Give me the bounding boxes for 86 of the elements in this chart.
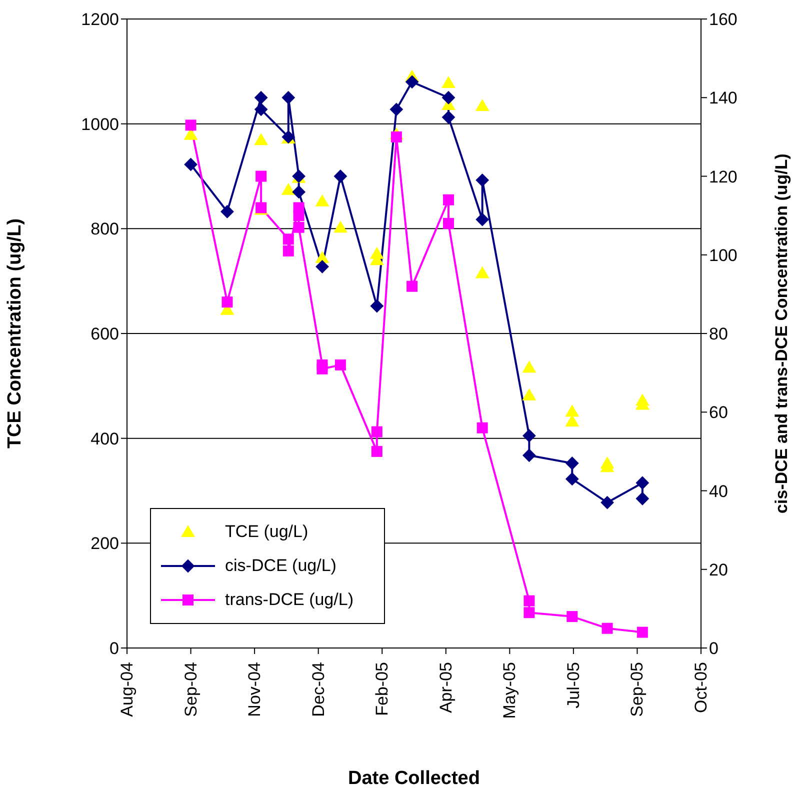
- point: [475, 266, 490, 278]
- point: [256, 170, 267, 182]
- point: [636, 626, 648, 638]
- point: [334, 359, 346, 370]
- point: [222, 296, 233, 308]
- point: [442, 218, 454, 229]
- y2-tick-label: 120: [709, 167, 738, 186]
- x-tick-label: Jul-05: [564, 662, 583, 708]
- point: [292, 185, 306, 198]
- y-axis-title: TCE Concentration (ug/L): [4, 218, 26, 449]
- point: [316, 260, 329, 274]
- point: [475, 99, 490, 112]
- point: [281, 182, 296, 195]
- point: [636, 476, 649, 490]
- y2-tick-label: 20: [709, 560, 728, 580]
- y2-tick-label: 60: [709, 403, 728, 422]
- point: [334, 170, 347, 183]
- y2-tick-label: 100: [709, 246, 738, 265]
- x-tick-label: Nov-04: [245, 662, 264, 717]
- y-tick-label: 600: [90, 324, 119, 344]
- point: [602, 622, 613, 634]
- point: [442, 91, 455, 104]
- y2-tick-label: 140: [709, 88, 738, 108]
- point: [522, 388, 536, 400]
- legend-label: trans-DCE (ug/L): [225, 590, 354, 610]
- point: [370, 299, 384, 312]
- x-tick-label: Dec-04: [308, 662, 328, 717]
- point: [476, 212, 489, 226]
- x-tick-label: Sep-04: [181, 662, 200, 717]
- point: [442, 110, 455, 124]
- point: [476, 174, 489, 187]
- y-tick-label: 0: [110, 639, 119, 658]
- point: [566, 456, 579, 470]
- y-tick-label: 1200: [81, 10, 119, 30]
- y-tick-label: 1000: [81, 114, 119, 134]
- point: [441, 76, 456, 88]
- point: [524, 607, 535, 618]
- point: [293, 210, 304, 222]
- point: [406, 280, 418, 292]
- point: [390, 131, 402, 142]
- point: [254, 102, 268, 116]
- point: [282, 234, 294, 245]
- point: [566, 472, 579, 486]
- x-tick-label: May-05: [500, 662, 520, 719]
- y-tick-label: 800: [90, 220, 119, 239]
- point: [315, 194, 330, 206]
- legend-label: TCE (ug/L): [225, 522, 308, 542]
- point: [293, 222, 304, 233]
- y2-axis-title: cis-DCE and trans-DCE Concentration (ug/L): [772, 154, 792, 514]
- x-tick-label: Aug-04: [118, 662, 136, 717]
- point: [522, 360, 536, 373]
- point: [390, 102, 403, 116]
- point: [371, 426, 382, 438]
- point: [254, 91, 268, 104]
- point: [316, 363, 328, 374]
- point: [333, 220, 348, 233]
- x-tick-label: Apr-05: [436, 662, 456, 714]
- point: [636, 492, 649, 506]
- x-tick-label: Feb-05: [372, 662, 392, 716]
- point: [406, 75, 419, 88]
- x-tick-label: Oct-05: [692, 662, 710, 714]
- point: [371, 446, 382, 457]
- point: [565, 414, 580, 427]
- point: [476, 422, 488, 434]
- point: [184, 158, 198, 171]
- point: [282, 91, 295, 104]
- y-tick-label: 200: [90, 534, 119, 554]
- point: [185, 120, 196, 131]
- y2-tick-label: 0: [709, 639, 718, 658]
- point: [522, 448, 536, 462]
- point: [522, 429, 536, 442]
- point: [254, 133, 268, 146]
- point: [442, 194, 454, 206]
- point: [524, 595, 535, 606]
- legend-label: cis-DCE (ug/L): [225, 556, 336, 576]
- y2-tick-label: 80: [709, 324, 728, 344]
- point: [220, 205, 234, 218]
- x-tick-label: Sep-05: [628, 662, 647, 717]
- point: [565, 404, 580, 417]
- y-tick-label: 400: [90, 429, 119, 448]
- point: [566, 611, 578, 622]
- y2-tick-label: 160: [709, 10, 738, 30]
- point: [282, 245, 294, 256]
- y2-tick-label: 40: [709, 482, 728, 501]
- x-axis-title: Date Collected: [348, 768, 480, 788]
- point: [600, 496, 614, 510]
